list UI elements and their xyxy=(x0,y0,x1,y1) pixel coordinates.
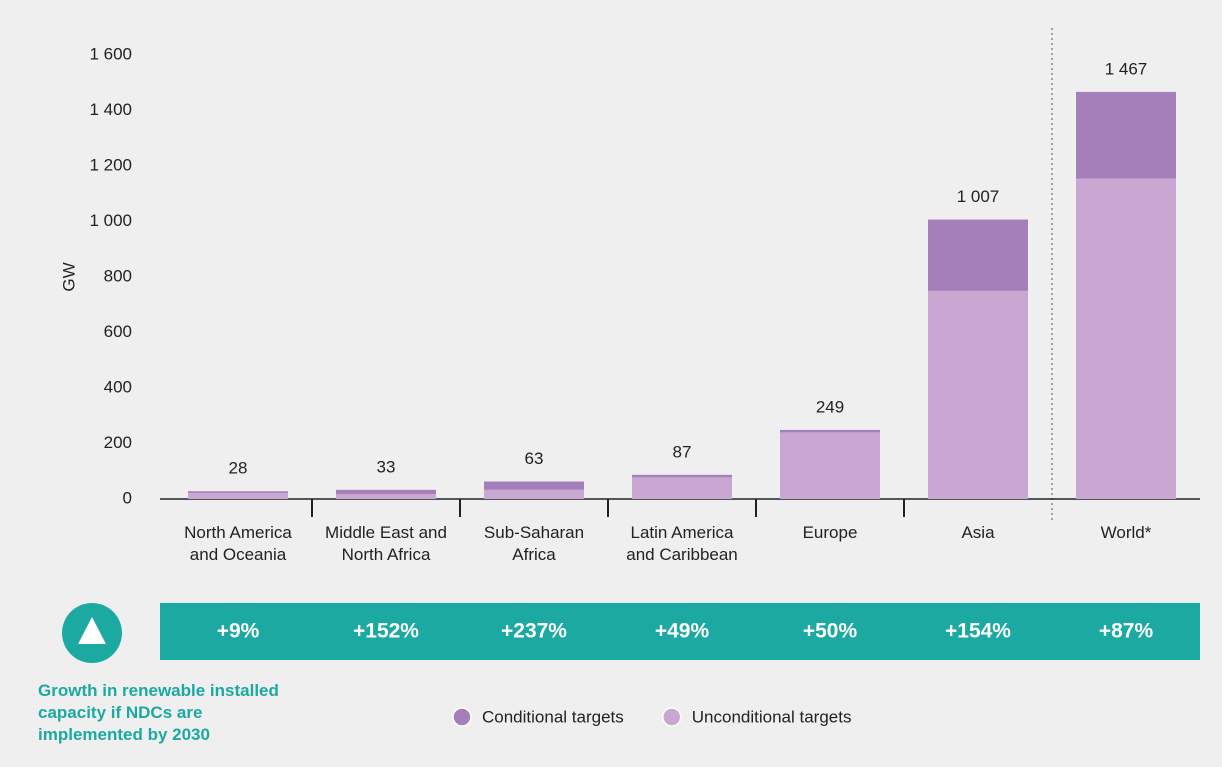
y-tick-label: 1 600 xyxy=(89,44,132,63)
total-label: 249 xyxy=(816,397,844,416)
growth-icon-arrow xyxy=(78,617,106,644)
total-label: 28 xyxy=(229,459,248,478)
bar-segment xyxy=(1076,91,1176,179)
growth-label: +50% xyxy=(803,620,858,643)
growth-label: +49% xyxy=(655,620,710,643)
x-tick-label: North America and Oceania xyxy=(184,523,292,564)
growth-label: +154% xyxy=(945,620,1011,643)
legend-label: Unconditional targets xyxy=(692,707,852,726)
y-tick-label: 200 xyxy=(104,433,132,452)
total-label: 87 xyxy=(673,442,692,461)
growth-title: Growth in renewable installed capacity i… xyxy=(38,681,279,744)
y-tick-label: 1 200 xyxy=(89,155,132,174)
x-tick-label: Sub-Saharan Africa xyxy=(483,523,585,564)
legend-label: Conditional targets xyxy=(482,707,624,726)
y-tick-label: 400 xyxy=(104,377,132,396)
x-tick-label: Europe xyxy=(802,523,858,542)
bar-segment xyxy=(928,219,1028,291)
legend-swatch xyxy=(452,707,472,727)
x-tick-label: World* xyxy=(1100,523,1152,542)
y-axis-label: GW xyxy=(59,262,78,291)
bar-segment xyxy=(632,474,732,478)
bar-segment xyxy=(336,489,436,495)
bar-segment xyxy=(188,492,288,499)
bar-segment xyxy=(188,491,288,493)
growth-label: +87% xyxy=(1099,620,1154,643)
bar-segment xyxy=(484,489,584,499)
x-tick-label: Middle East and North Africa xyxy=(325,523,447,564)
y-tick-label: 1 000 xyxy=(89,211,132,230)
y-tick-label: 600 xyxy=(104,322,132,341)
bar-segment xyxy=(484,481,584,490)
bar-segment xyxy=(336,494,436,499)
bar-segment xyxy=(632,477,732,499)
x-tick-label: Asia xyxy=(961,523,995,542)
growth-label: +152% xyxy=(353,620,419,643)
y-tick-label: 1 400 xyxy=(89,100,132,119)
total-label: 1 467 xyxy=(1105,59,1148,78)
bar-segment xyxy=(780,429,880,433)
bar-segment xyxy=(780,432,880,499)
growth-label: +237% xyxy=(501,620,567,643)
growth-band xyxy=(160,603,1200,660)
bar-segment xyxy=(1076,178,1176,500)
bar-segment xyxy=(928,290,1028,499)
total-label: 1 007 xyxy=(957,187,1000,206)
total-label: 33 xyxy=(377,457,396,476)
y-tick-label: 0 xyxy=(123,488,132,507)
total-label: 63 xyxy=(525,449,544,468)
x-tick-label: Latin America and Caribbean xyxy=(626,523,738,564)
growth-label: +9% xyxy=(217,620,260,643)
y-tick-label: 800 xyxy=(104,266,132,285)
legend-swatch xyxy=(662,707,682,727)
